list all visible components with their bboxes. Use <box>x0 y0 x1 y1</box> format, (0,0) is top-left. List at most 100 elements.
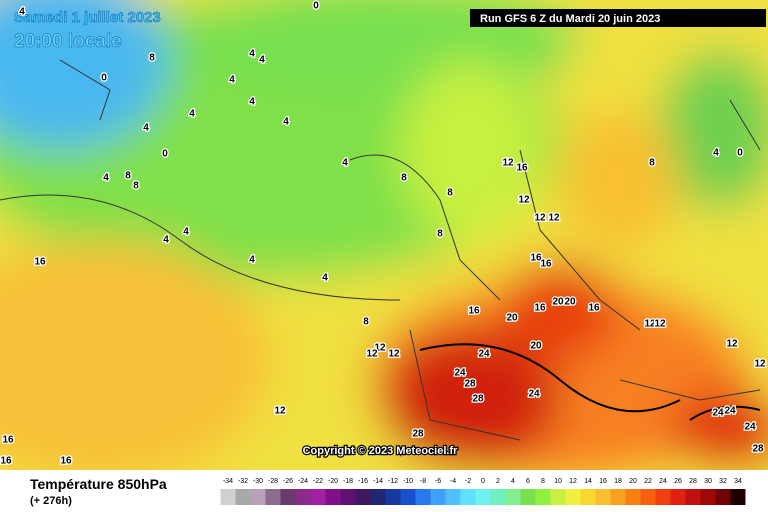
isotherm-label: 12 <box>366 349 378 360</box>
legend-swatch <box>310 489 326 505</box>
legend-swatch <box>415 489 431 505</box>
legend-swatch <box>385 489 401 505</box>
legend-swatch <box>595 489 611 505</box>
legend-swatch <box>700 489 716 505</box>
isotherm-label: 8 <box>149 53 155 64</box>
legend-label: 8 <box>541 478 545 485</box>
isotherm-label: 24 <box>528 389 540 400</box>
legend-swatch <box>295 489 311 505</box>
legend-label: -34 <box>223 478 233 485</box>
legend-label: 20 <box>629 478 637 485</box>
legend-swatch <box>475 489 491 505</box>
legend-swatch <box>265 489 281 505</box>
legend-swatch <box>670 489 686 505</box>
isotherm-label: 24 <box>744 422 756 433</box>
legend-label: 24 <box>659 478 667 485</box>
isotherm-label: 8 <box>133 181 139 192</box>
legend-swatch <box>370 489 386 505</box>
legend-label: -26 <box>283 478 293 485</box>
isotherm-label: 4 <box>103 173 109 184</box>
isotherm-label: 16 <box>468 306 480 317</box>
legend-swatch <box>520 489 536 505</box>
isotherm-label: 0 <box>313 1 319 12</box>
coastlines <box>0 59 761 441</box>
isotherm-label: 12 <box>534 213 546 224</box>
legend-label: -20 <box>328 478 338 485</box>
isotherm-label: 0 <box>162 149 168 160</box>
legend-label: 30 <box>704 478 712 485</box>
legend-label: -22 <box>313 478 323 485</box>
legend-label: -12 <box>388 478 398 485</box>
legend-swatch <box>340 489 356 505</box>
isotherm-label: 16 <box>534 303 546 314</box>
isotherm-label: 8 <box>649 158 655 169</box>
legend-label: -4 <box>450 478 456 485</box>
legend-swatch <box>610 489 626 505</box>
isotherm-label: 0 <box>101 73 107 84</box>
isotherm-label: 4 <box>713 148 719 159</box>
isotherm-label: 16 <box>516 163 528 174</box>
isotherm-label: 4 <box>19 7 25 18</box>
legend-label: 26 <box>674 478 682 485</box>
isotherm-label: 4 <box>229 75 235 86</box>
isotherm-label: 16 <box>540 259 552 270</box>
legend-label: 4 <box>511 478 515 485</box>
footer: Température 850hPa (+ 276h) -34 -32 -30 -28… <box>0 470 768 512</box>
footer-subtitle: (+ 276h) <box>30 495 72 507</box>
legend-label: 28 <box>689 478 697 485</box>
isotherm-label: 28 <box>464 379 476 390</box>
isotherm-label: 16 <box>588 303 600 314</box>
isotherm-label: 12 <box>274 406 286 417</box>
isotherm-label: 12 <box>502 158 514 169</box>
legend-label: 34 <box>734 478 742 485</box>
map: Samedi 1 juillet 2023 20:00 locale Run G… <box>0 0 768 470</box>
legend-swatch <box>235 489 251 505</box>
run-box <box>470 9 766 27</box>
isotherm-label: 12 <box>388 349 400 360</box>
isotherm-label: 8 <box>437 229 443 240</box>
legend-label: -18 <box>343 478 353 485</box>
legend-label: -32 <box>238 478 248 485</box>
isotherm-label: 4 <box>249 49 255 60</box>
isotherm-label: 0 <box>737 148 743 159</box>
isotherm-label: 4 <box>163 235 169 246</box>
legend-swatch <box>355 489 371 505</box>
legend-swatch <box>550 489 566 505</box>
legend-swatch <box>730 489 746 505</box>
legend-label: -16 <box>358 478 368 485</box>
run-info: Run GFS 6 Z du Mardi 20 juin 2023 <box>480 13 660 25</box>
isotherm-label: 12 <box>548 213 560 224</box>
legend-swatch <box>535 489 551 505</box>
isotherm-label: 12 <box>726 339 738 350</box>
temperature-field <box>0 0 768 470</box>
isotherm-label: 28 <box>472 394 484 405</box>
legend-swatch <box>640 489 656 505</box>
isotherm-label: 20 <box>506 313 518 324</box>
isotherm-label: 16 <box>530 253 542 264</box>
isotherm-label: 4 <box>249 255 255 266</box>
legend-swatch <box>430 489 446 505</box>
legend-label: -28 <box>268 478 278 485</box>
isotherm-label: 16 <box>34 257 46 268</box>
isotherm-label: 4 <box>143 123 149 134</box>
isotherm <box>419 343 761 421</box>
legend-label: -8 <box>420 478 426 485</box>
footer-title: Température 850hPa <box>30 476 167 492</box>
isotherm-label: 4 <box>283 117 289 128</box>
legend-label: -10 <box>403 478 413 485</box>
legend-label: 6 <box>526 478 530 485</box>
legend-label: 12 <box>569 478 577 485</box>
isotherm-label: 4 <box>249 97 255 108</box>
isotherm-label: 8 <box>363 317 369 328</box>
legend-label: 14 <box>584 478 592 485</box>
isotherm-label: 20 <box>552 297 564 308</box>
local-time: 20:00 locale <box>14 31 122 52</box>
isotherm-label: 20 <box>530 341 542 352</box>
legend-label: -14 <box>373 478 383 485</box>
isotherm-label: 12 <box>518 195 530 206</box>
legend-label: -24 <box>298 478 308 485</box>
isotherm-label: 4 <box>183 227 189 238</box>
legend-swatch <box>565 489 581 505</box>
legend-swatch <box>580 489 596 505</box>
